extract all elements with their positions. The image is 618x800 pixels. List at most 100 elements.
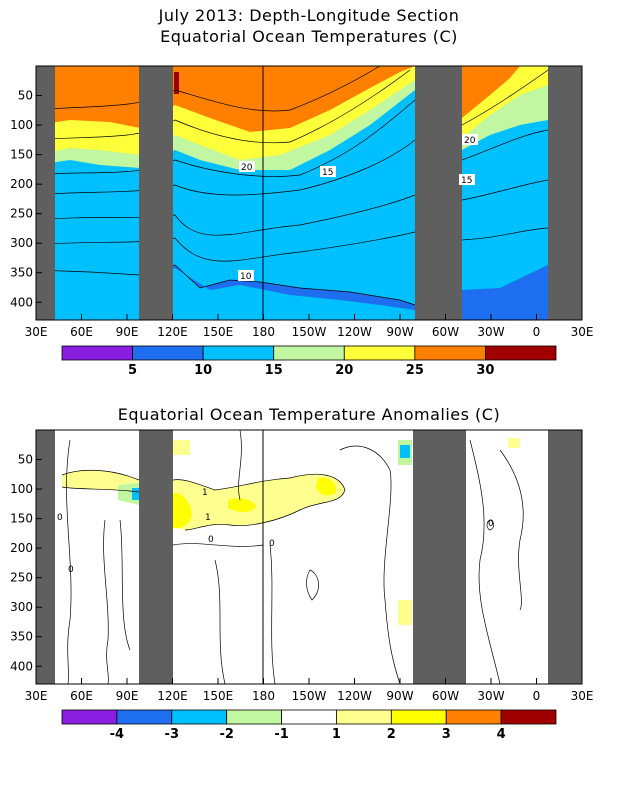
contour-label: 0 [68,565,74,575]
anom-band-1-2 [62,438,520,625]
contour-label: 10 [240,272,252,282]
x-tick-label: 120E [157,689,188,703]
colorbar-label: 1 [332,727,341,742]
colorbar-label: 2 [387,727,396,742]
colorbar-swatch [485,345,557,361]
chart-title-line1: July 2013: Depth-Longitude Section [158,6,460,25]
colorbar-label: -2 [219,727,233,742]
colorbar-swatch [273,345,345,361]
x-tick-label: 60W [432,325,459,339]
colorbar-swatch [202,345,275,361]
y-tick-label: 50 [18,453,33,467]
land-mask [139,430,173,684]
anom-contours [61,430,524,684]
land-mask [548,430,582,684]
y-tick-label: 100 [10,482,33,496]
contour-label: 0 [57,513,63,523]
x-tick-label: 0 [533,689,541,703]
x-tick-label: 120E [157,325,188,339]
x-tick-label: 60E [70,325,93,339]
x-tick-label: 60W [432,689,459,703]
land-masks-top [36,66,582,320]
y-tick-label: 300 [10,236,33,250]
x-tick-label: 90W [386,325,413,339]
top-y-axis: 50 100 150 200 250 300 350 400 [10,89,42,309]
y-tick-label: 300 [10,600,33,614]
top-contour-labels: 20 15 10 20 15 [238,134,478,282]
y-tick-label: 50 [18,89,33,103]
colorbar-swatch [343,345,416,361]
x-tick-label: 30E [25,689,48,703]
land-mask [548,66,582,320]
x-tick-label: 120W [337,689,372,703]
colorbar-label: 30 [476,363,494,378]
top-x-axis: 30E 60E 90E 120E 150E 180 150W 120W 90W 60W 30W 0 30… [25,314,593,339]
y-tick-label: 350 [10,266,33,280]
y-tick-label: 200 [10,177,33,191]
y-tick-label: 150 [10,148,33,162]
colorbar-label: 3 [442,727,451,742]
contour-label: 20 [464,136,476,146]
x-tick-label: 150W [292,325,327,339]
y-tick-label: 250 [10,571,33,585]
y-tick-label: 150 [10,512,33,526]
x-tick-label: 120W [337,325,372,339]
y-tick-label: 250 [10,207,33,221]
temperature-field [36,66,582,320]
anom-band-2-3 [173,477,337,529]
colorbar-swatch [390,709,447,725]
colorbar-label: -1 [274,727,288,742]
colorbar-label: 5 [128,363,137,378]
contour-label: 15 [461,176,472,186]
land-mask [36,430,55,684]
contour-label: 0 [488,519,494,529]
bottom-colorbar: -4 -3 -2 -1 1 2 3 4 [61,709,557,742]
contour-label: 20 [241,163,253,173]
colorbar-label: 10 [194,363,212,378]
x-tick-label: 0 [533,325,541,339]
y-tick-label: 200 [10,541,33,555]
colorbar-label: 4 [497,727,506,742]
x-tick-label: 60E [70,689,93,703]
colorbar-label: 20 [335,363,353,378]
anom-background [36,430,582,684]
colorbar-label: 25 [406,363,424,378]
colorbar-swatch [336,709,392,725]
x-tick-label: 30W [477,689,504,703]
x-tick-label: 150E [203,325,234,339]
x-tick-label: 30E [571,689,594,703]
colorbar-label: -3 [165,727,179,742]
colorbar-swatch [61,345,133,361]
colorbar-swatch [171,709,228,725]
land-mask [413,430,466,684]
colorbar-swatch [226,709,282,725]
y-tick-label: 400 [10,295,33,309]
contour-label: 0 [269,539,275,549]
bottom-x-axis: 30E 60E 90E 120E 150E 180 150W 120W 90W 60W 30W 0 30… [25,678,594,703]
y-tick-label: 100 [10,118,33,132]
colorbar-swatch [116,709,173,725]
temp-contours [36,66,549,306]
bottom-contour-labels: 1 1 0 0 0 0 0 [57,488,494,575]
anomaly-field [36,430,582,684]
colorbar-swatch [132,345,204,361]
y-tick-label: 350 [10,630,33,644]
x-tick-label: 30E [25,325,48,339]
anomaly-chart-title: Equatorial Ocean Temperature Anomalies (… [117,405,501,424]
x-tick-label: 30W [477,325,504,339]
x-tick-label: 90W [386,689,413,703]
x-tick-label: 90E [116,689,139,703]
x-tick-label: 150E [203,689,234,703]
colorbar-swatch [500,709,557,725]
y-tick-label: 400 [10,659,33,673]
contour-label: 0 [208,535,214,545]
colorbar-label: 15 [265,363,283,378]
colorbar-label: -4 [110,727,124,742]
colorbar-swatch [414,345,486,361]
land-mask [415,66,462,320]
x-tick-label: 150W [292,689,327,703]
land-mask [139,66,173,320]
chart-title-line2: Equatorial Ocean Temperatures (C) [160,27,458,46]
temp-band-above-30 [174,72,179,94]
